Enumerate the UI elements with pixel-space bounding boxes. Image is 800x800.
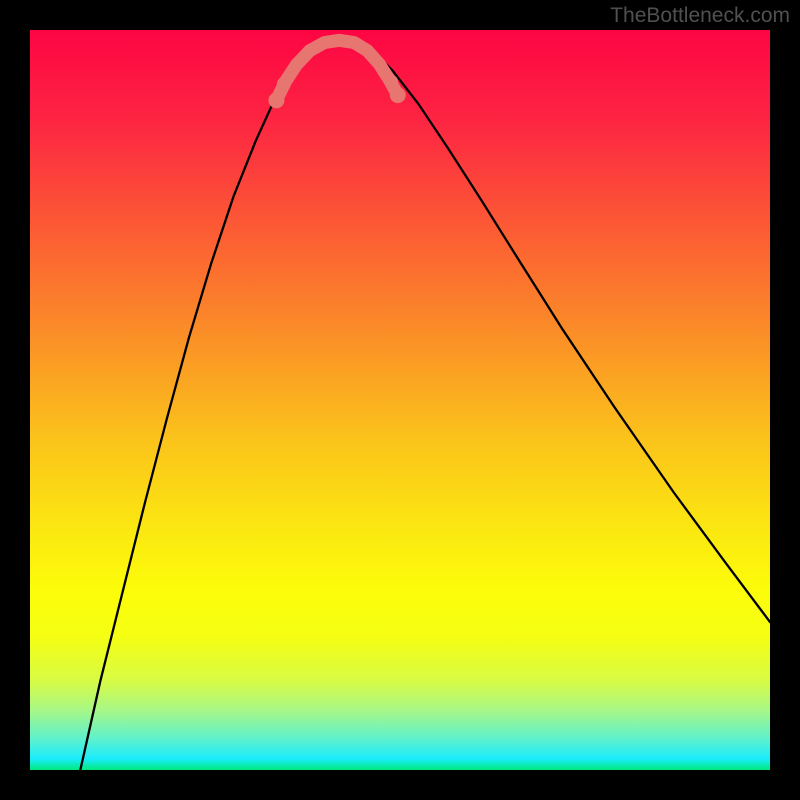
watermark-text: TheBottleneck.com — [610, 4, 790, 28]
marker-dot — [390, 87, 406, 103]
plot-area — [30, 30, 770, 770]
gradient-background — [30, 30, 770, 770]
chart-svg — [30, 30, 770, 770]
marker-dot — [384, 75, 398, 89]
marker-dot — [277, 77, 291, 91]
marker-dot — [268, 92, 284, 108]
chart-container: TheBottleneck.com — [0, 0, 800, 800]
